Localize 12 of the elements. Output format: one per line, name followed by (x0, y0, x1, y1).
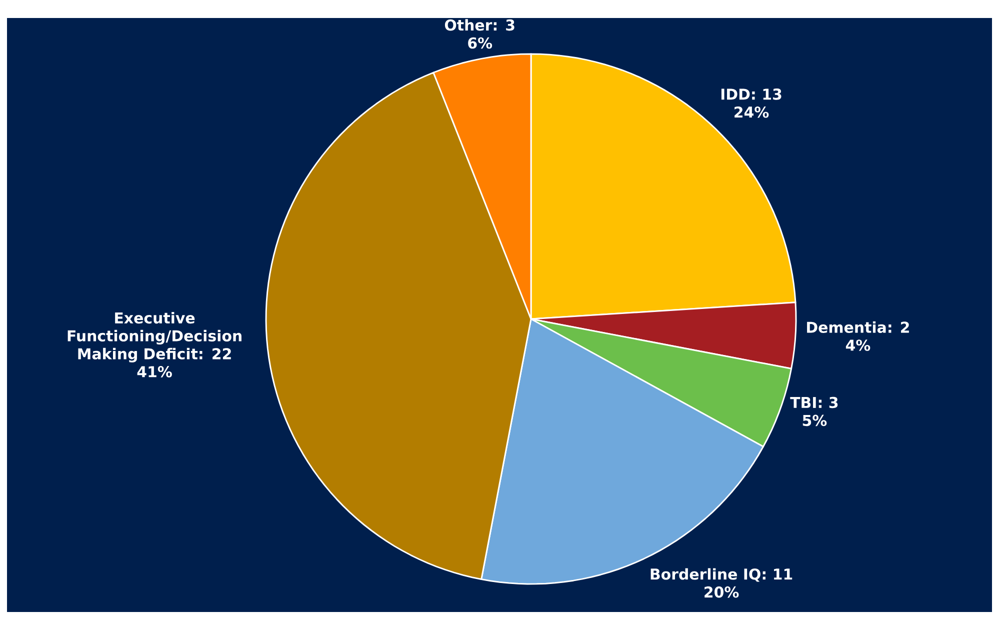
data-label: 4% (846, 340, 870, 351)
data-label: 6% (468, 37, 492, 49)
slice-label: Other: 3 (444, 19, 514, 31)
slice-label: Executive Functioning/Decision Making Deficit: 22 (68, 312, 242, 362)
data-label: 24% (734, 106, 769, 118)
slice-label: TBI: 3 (790, 396, 838, 408)
data-label: 5% (802, 414, 827, 426)
slice-label: Dementia: 2 (807, 321, 909, 333)
slice-label: Borderline IQ: 11 (650, 568, 792, 582)
slice-label: IDD: 13 (721, 88, 782, 100)
data-label: 20% (704, 586, 739, 598)
data-label: 41% (137, 366, 172, 378)
